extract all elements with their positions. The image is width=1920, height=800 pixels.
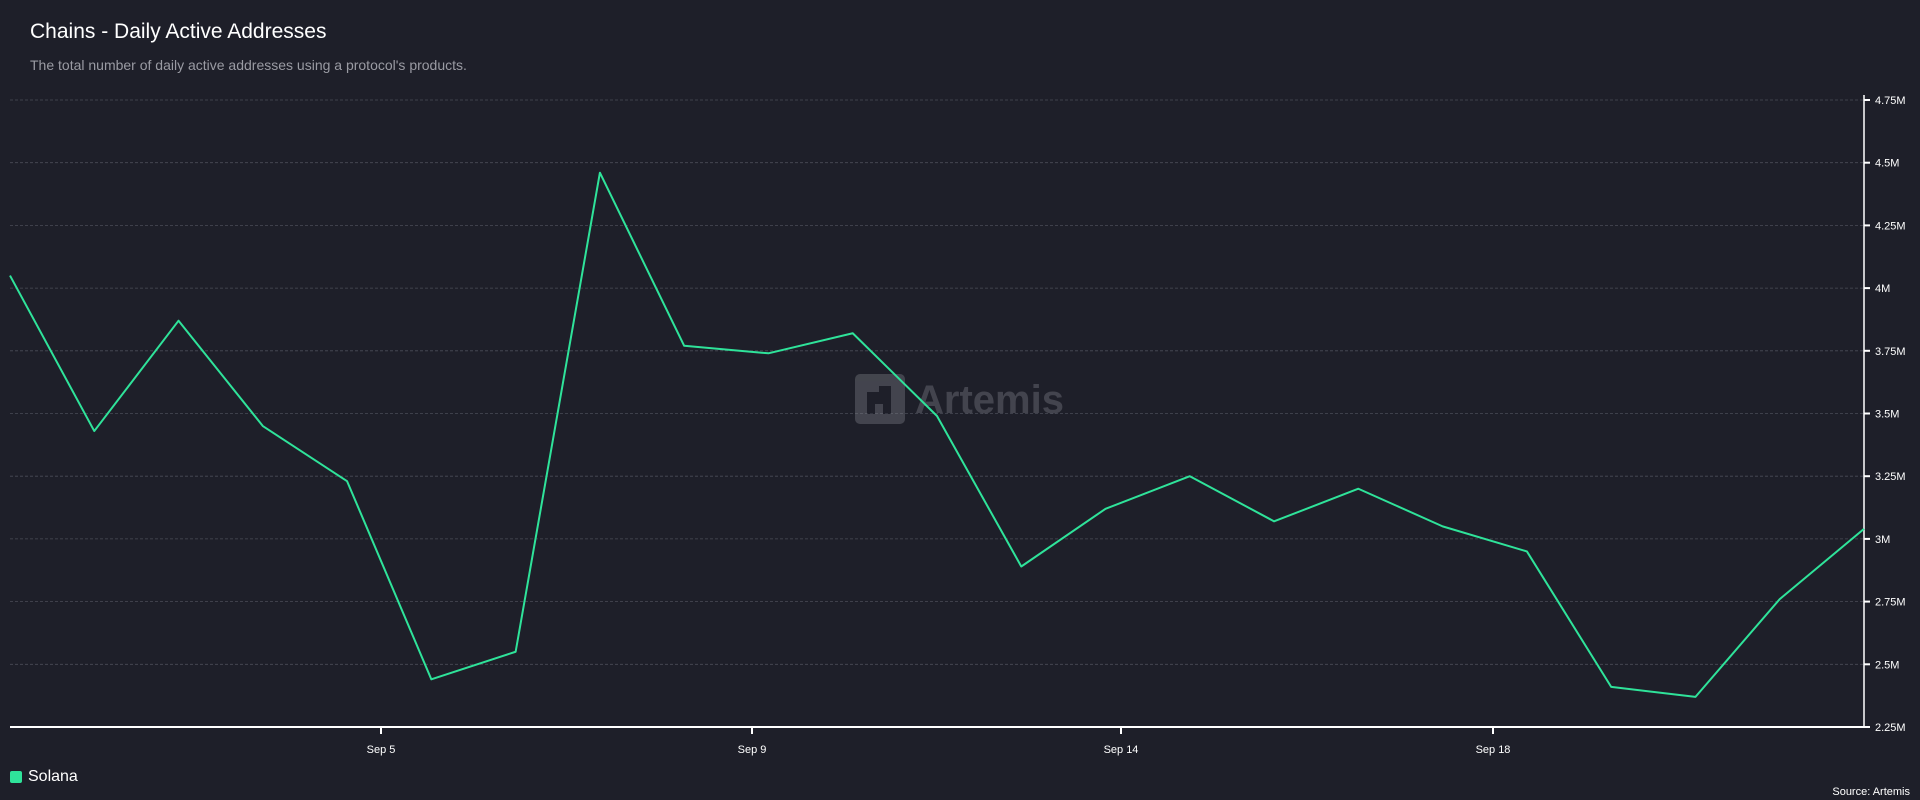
source-note: Source: Artemis <box>1832 786 1910 798</box>
x-tick-label: Sep 5 <box>367 744 396 756</box>
y-tick-label: 4.75M <box>1875 95 1906 107</box>
legend[interactable]: Solana <box>10 768 78 786</box>
y-tick-label: 2.75M <box>1875 597 1906 609</box>
legend-swatch-solana <box>10 771 22 783</box>
y-tick-label: 3.75M <box>1875 346 1906 358</box>
y-tick-label: 3.25M <box>1875 471 1906 483</box>
y-tick-label: 4.25M <box>1875 220 1906 232</box>
y-tick-label: 4.5M <box>1875 158 1899 170</box>
chart-title: Chains - Daily Active Addresses <box>30 20 327 43</box>
gridlines <box>10 99 1864 665</box>
y-tick-label: 4M <box>1875 283 1890 295</box>
legend-label-solana: Solana <box>28 768 78 785</box>
x-tick-label: Sep 9 <box>738 744 767 756</box>
series-line-solana <box>9 171 1865 698</box>
chart-subtitle: The total number of daily active address… <box>30 57 467 73</box>
y-tick-label: 2.5M <box>1875 659 1899 671</box>
y-tick-label: 3.5M <box>1875 409 1899 421</box>
watermark-text: Artemis <box>915 378 1064 422</box>
artemis-logo-glyph <box>867 386 891 414</box>
x-axis-labels: Sep 5 Sep 9 Sep 14 Sep 18 <box>367 744 1511 756</box>
axes <box>10 95 1870 734</box>
y-tick-label: 2.25M <box>1875 722 1906 734</box>
x-tick-label: Sep 18 <box>1476 744 1511 756</box>
y-tick-label: 3M <box>1875 534 1890 546</box>
artemis-watermark: Artemis <box>855 374 1064 424</box>
artemis-logo-icon <box>855 374 905 424</box>
y-axis-labels: 2.25M 2.5M 2.75M 3M 3.25M 3.5M 3.75M 4M 4.25M 4.5… <box>1875 95 1906 734</box>
x-tick-label: Sep 14 <box>1104 744 1139 756</box>
series-solana <box>9 171 1865 698</box>
